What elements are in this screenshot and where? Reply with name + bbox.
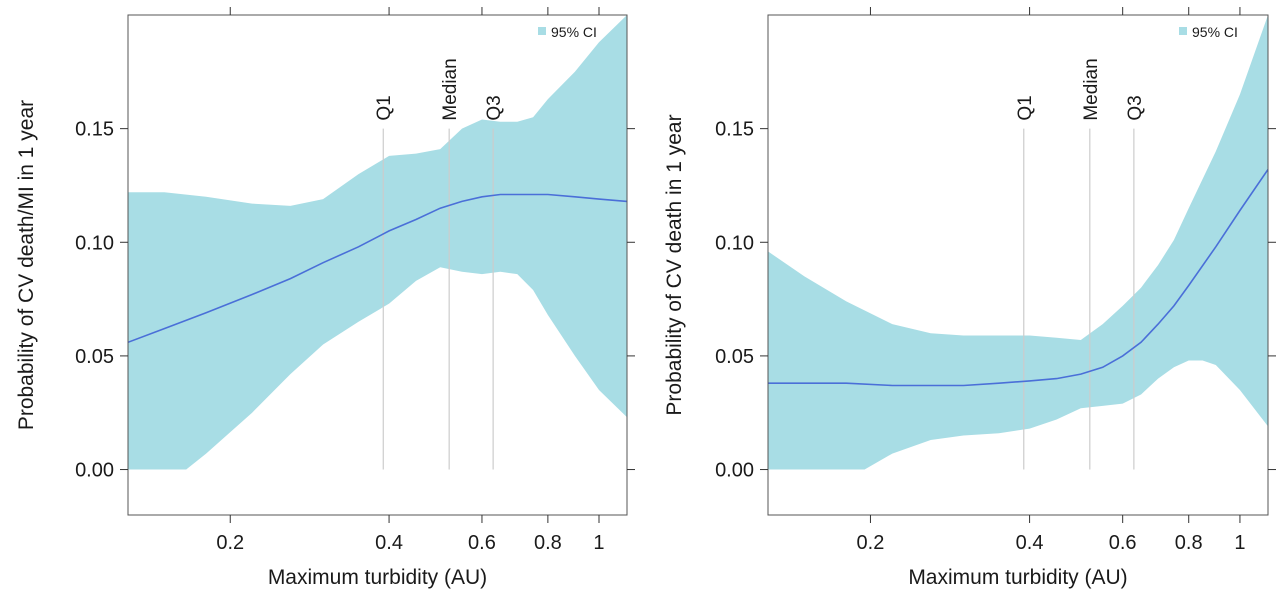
- x-tick-label: 0.6: [1109, 532, 1137, 554]
- y-axis-title: Probability of CV death/MI in 1 year: [15, 100, 38, 430]
- y-tick-label: 0.05: [75, 346, 114, 368]
- estimate-line: [768, 169, 1268, 387]
- quartile-label: Q3: [1125, 95, 1146, 120]
- plot-frame: [127, 14, 628, 516]
- chart-panel-right: Q1 Median Q3 0.00 0.05 0.10 0.15 0.2 0.4 0.6 0.8 1 M…: [663, 7, 1276, 589]
- quartile-label: Q3: [484, 95, 505, 120]
- legend: 95% CI: [1179, 24, 1238, 40]
- x-tick-label: 0.4: [375, 532, 403, 554]
- y-axis-title: Probability of CV death in 1 year: [663, 114, 686, 415]
- y-tick-label: 0.05: [715, 346, 754, 368]
- y-tick-label: 0.10: [75, 232, 114, 254]
- plot-frame: [767, 14, 1269, 516]
- legend-swatch: [538, 27, 546, 35]
- x-tick-label: 0.2: [857, 532, 885, 554]
- y-tick-label: 0.15: [715, 119, 754, 141]
- legend: 95% CI: [538, 24, 597, 40]
- legend-swatch: [1179, 27, 1187, 35]
- x-tick-label: 0.8: [1175, 532, 1203, 554]
- ci-band: [768, 15, 1268, 470]
- x-axis-title: Maximum turbidity (AU): [268, 566, 487, 589]
- legend-label: 95% CI: [1192, 24, 1238, 40]
- x-tick-label: 1: [593, 532, 604, 554]
- y-tick-label: 0.00: [75, 460, 114, 482]
- legend-label: 95% CI: [551, 24, 597, 40]
- x-tick-label: 1: [1234, 532, 1245, 554]
- estimate-line: [128, 193, 627, 344]
- ci-band: [128, 15, 627, 470]
- y-tick-label: 0.15: [75, 119, 114, 141]
- x-tick-label: 0.6: [468, 532, 496, 554]
- chart-panel-left: Q1 Median Q3 0.00 0.05 0.10 0.15 0.2 0.4 0.6 0.8 1 M…: [15, 7, 635, 589]
- quartile-label: Q1: [374, 95, 395, 120]
- x-axis-title: Maximum turbidity (AU): [908, 566, 1127, 589]
- x-tick-label: 0.8: [534, 532, 562, 554]
- x-tick-label: 0.2: [216, 532, 244, 554]
- quartile-label: Median: [1081, 58, 1102, 120]
- quartile-label: Q1: [1015, 95, 1036, 120]
- y-tick-label: 0.10: [715, 232, 754, 254]
- quartile-label: Median: [440, 58, 461, 120]
- x-tick-label: 0.4: [1016, 532, 1044, 554]
- y-tick-label: 0.00: [715, 460, 754, 482]
